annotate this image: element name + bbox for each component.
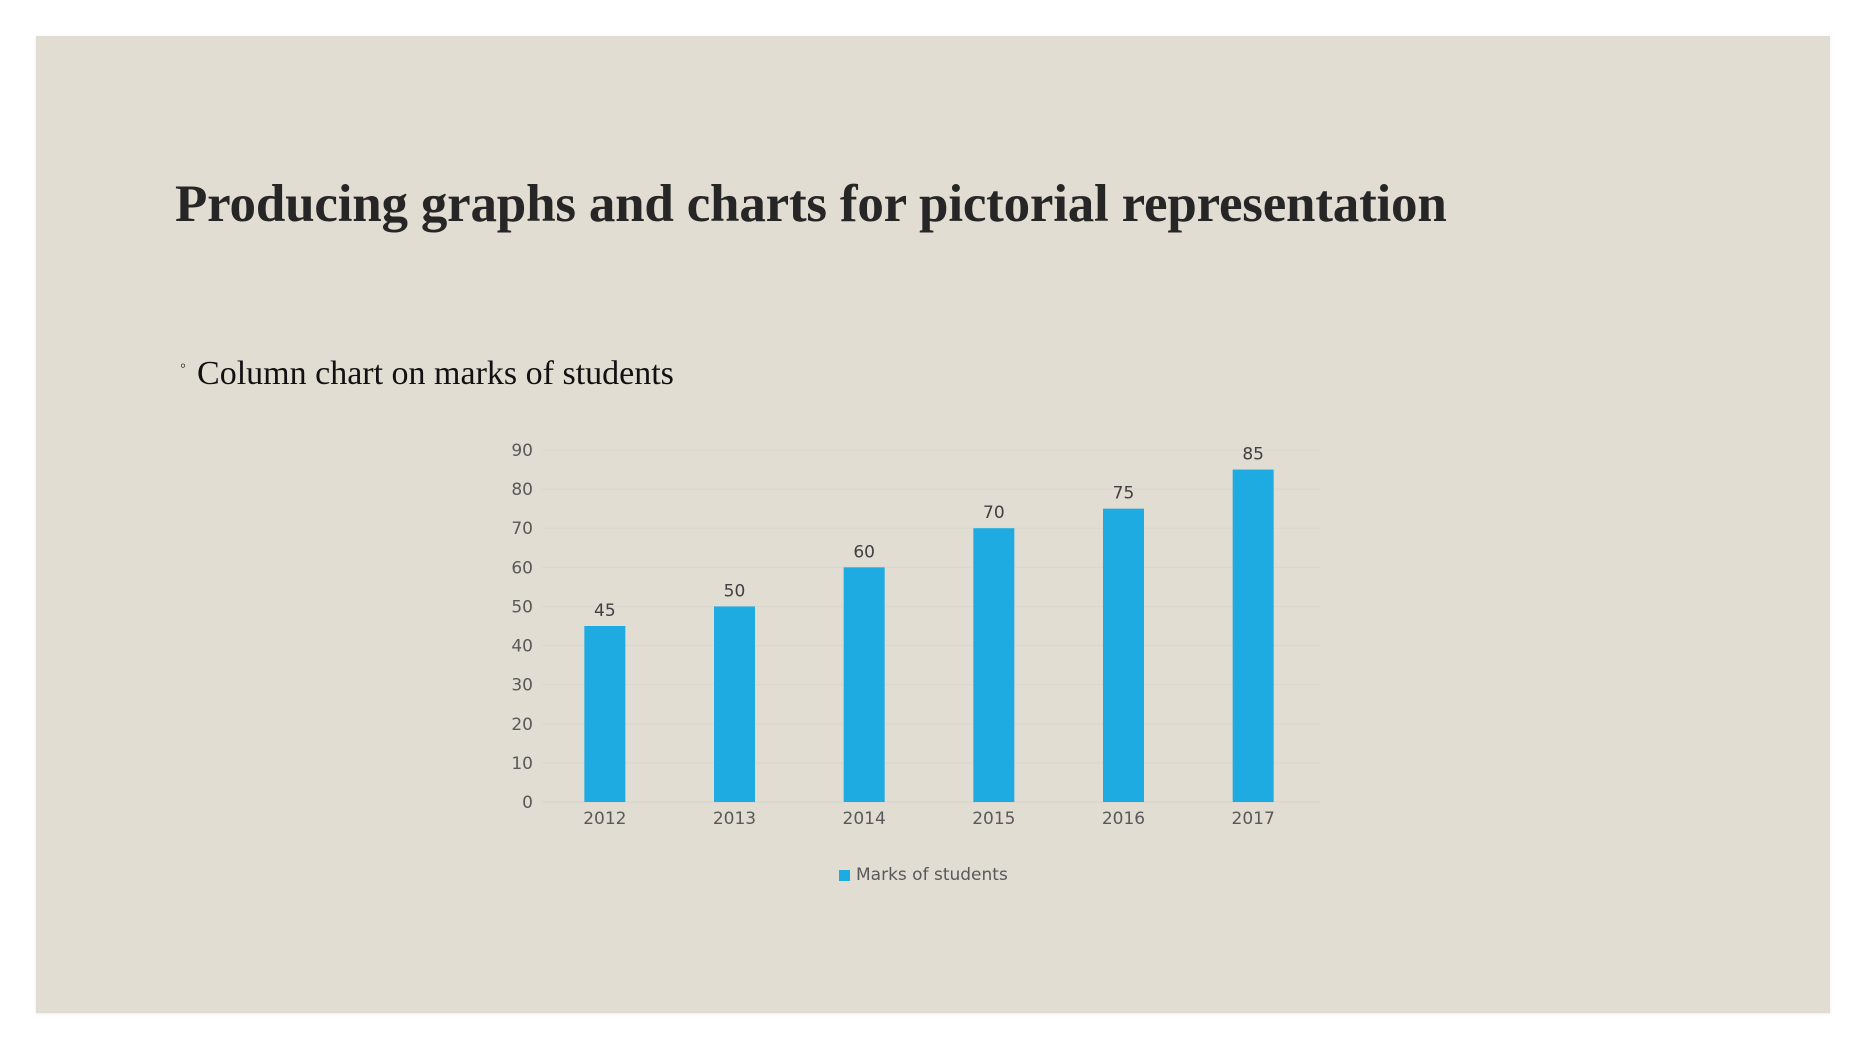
legend-label: Marks of students [856, 865, 1008, 885]
chart-legend: Marks of students [839, 865, 1008, 885]
bullet-text: Column chart on marks of students [197, 355, 674, 392]
slide-title: Producing graphs and charts for pictoria… [175, 175, 1447, 233]
legend-swatch-icon [839, 869, 850, 881]
bullet-item: ◦ Column chart on marks of students [180, 353, 674, 400]
hollow-circle-bullet-icon: ◦ [180, 356, 187, 375]
slide: Producing graphs and charts for pictoria… [36, 36, 1830, 1013]
